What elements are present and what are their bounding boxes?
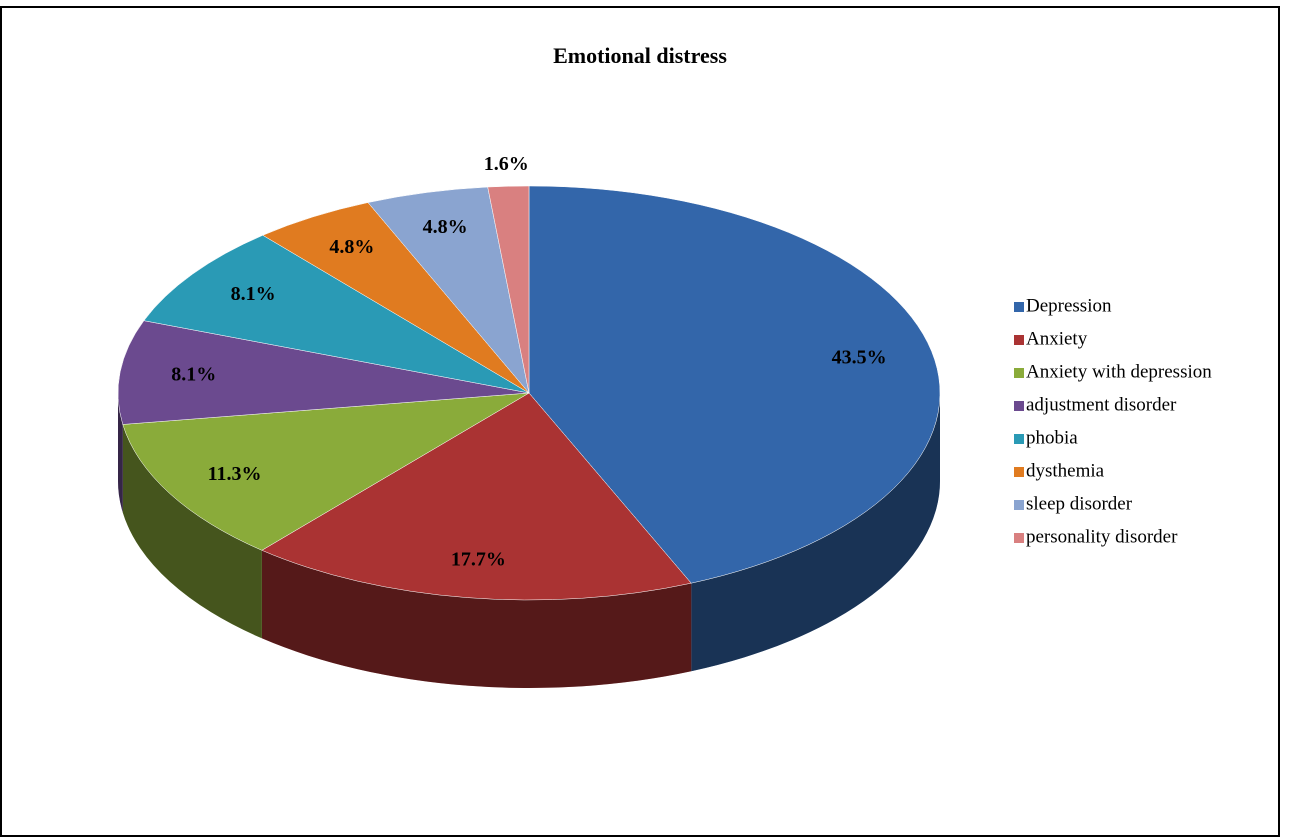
legend-swatch — [1014, 467, 1024, 477]
slice-side-shade — [691, 393, 940, 672]
data-label: 4.8% — [423, 216, 468, 238]
chart-title: Emotional distress — [553, 43, 727, 68]
legend-label: Anxiety — [1026, 328, 1088, 349]
legend-swatch — [1014, 335, 1024, 345]
slice — [261, 392, 692, 601]
legend-label: phobia — [1026, 427, 1078, 448]
slice — [143, 234, 530, 394]
data-label: 17.7% — [451, 548, 506, 570]
data-label: 8.1% — [231, 283, 276, 305]
legend-swatch — [1014, 368, 1024, 378]
legend-swatch — [1014, 401, 1024, 411]
legend-label: sleep disorder — [1026, 493, 1133, 514]
data-label: 43.5% — [832, 346, 887, 368]
legend-swatch — [1014, 434, 1024, 444]
legend-label: Depression — [1026, 295, 1112, 316]
legend-swatch — [1014, 302, 1024, 312]
slice — [122, 392, 530, 551]
legend-label: dysthemia — [1026, 460, 1105, 481]
legend-label: Anxiety with depression — [1026, 361, 1212, 382]
legend-swatch — [1014, 533, 1024, 543]
data-label: 11.3% — [208, 463, 262, 485]
slice-side-shade — [261, 550, 692, 688]
slice-side-shade — [122, 424, 262, 639]
legend-label: adjustment disorder — [1026, 394, 1177, 415]
slice — [487, 185, 530, 394]
data-label: 4.8% — [329, 236, 374, 258]
slice — [528, 185, 941, 584]
data-label: 8.1% — [171, 363, 216, 385]
slice — [117, 320, 530, 425]
legend-label: personality disorder — [1026, 526, 1178, 547]
legend-swatch — [1014, 500, 1024, 510]
slice-side-shade — [118, 393, 123, 513]
data-label: 1.6% — [484, 153, 529, 175]
